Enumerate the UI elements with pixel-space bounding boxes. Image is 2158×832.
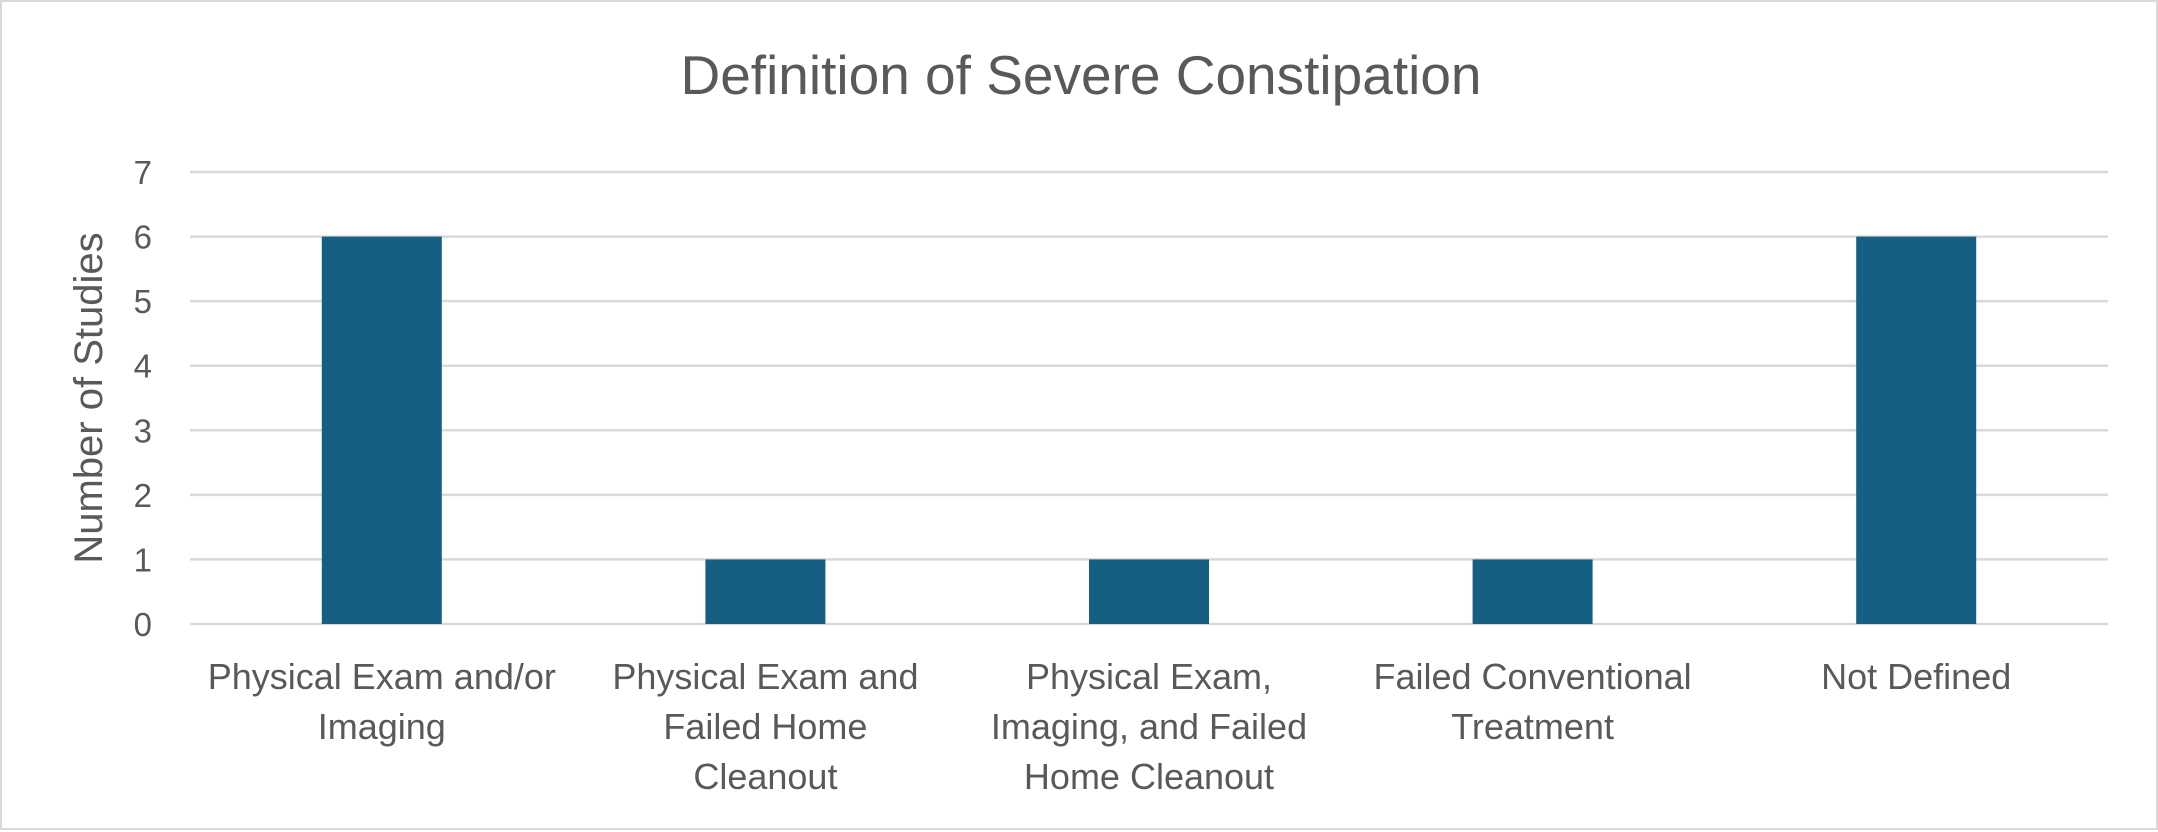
bar	[705, 559, 826, 624]
bar	[321, 236, 442, 625]
y-tick-label: 5	[134, 283, 152, 320]
x-category-label-line: Home Cleanout	[1024, 756, 1274, 797]
y-tick-labels: 0 1 2 3 4 5 6 7	[134, 154, 152, 643]
y-tick-label: 4	[134, 348, 152, 385]
x-category-label-line: Physical Exam and/or	[208, 656, 556, 697]
x-category-label-line: Physical Exam and	[612, 656, 918, 697]
bar	[1089, 559, 1209, 624]
x-category-label: Physical Exam, Imaging, and Failed Home Cl…	[991, 656, 1307, 797]
chart-title: Definition of Severe Constipation	[680, 44, 1481, 106]
x-category-label: Not Defined	[1821, 656, 2011, 697]
x-category-label-line: Imaging, and Failed	[991, 706, 1307, 747]
bar	[1472, 559, 1593, 624]
y-tick-label: 2	[134, 477, 152, 514]
y-axis-title: Number of Studies	[67, 232, 111, 563]
bars	[321, 236, 1977, 625]
x-category-label-line: Imaging	[318, 706, 446, 747]
y-tick-label: 3	[134, 412, 152, 449]
x-category-label-line: Not Defined	[1821, 656, 2011, 697]
x-category-label-line: Cleanout	[693, 756, 837, 797]
x-category-label-line: Failed Home	[663, 706, 867, 747]
gridlines	[190, 170, 2108, 626]
y-tick-label: 7	[134, 154, 152, 191]
x-category-label-line: Treatment	[1451, 706, 1614, 747]
y-tick-label: 6	[134, 219, 152, 256]
x-category-label: Physical Exam and/or Imaging	[208, 656, 556, 747]
x-category-label: Failed Conventional Treatment	[1373, 656, 1691, 747]
y-tick-label: 0	[134, 606, 152, 643]
bar	[1856, 236, 1977, 625]
y-tick-label: 1	[134, 541, 152, 578]
x-category-label: Physical Exam and Failed Home Cleanout	[612, 656, 918, 797]
x-category-label-line: Failed Conventional	[1373, 656, 1691, 697]
x-category-label-line: Physical Exam,	[1026, 656, 1272, 697]
